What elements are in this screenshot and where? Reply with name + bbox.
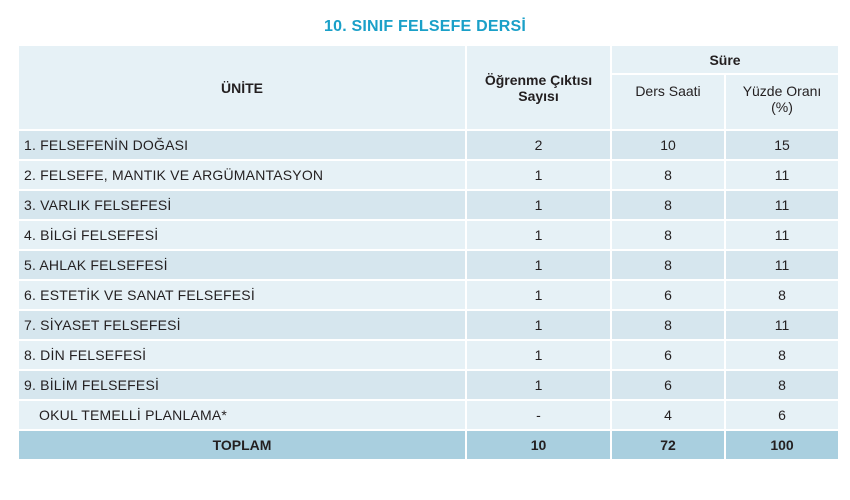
table-row: 5. AHLAK FELSEFESİ 1 8 11	[19, 251, 838, 279]
header-unite: ÜNİTE	[19, 46, 465, 129]
header-percentage: Yüzde Oranı (%)	[726, 75, 838, 129]
lesson-hours: 8	[612, 161, 724, 189]
table-row: 9. BİLİM FELSEFESİ 1 6 8	[19, 371, 838, 399]
outcome-count: -	[467, 401, 610, 429]
lesson-hours: 10	[612, 131, 724, 159]
unit-name: 5. AHLAK FELSEFESİ	[19, 251, 465, 279]
lesson-hours: 8	[612, 311, 724, 339]
unit-name: 1. FELSEFENİN DOĞASI	[19, 131, 465, 159]
percentage: 8	[726, 341, 838, 369]
header-percentage-line2: (%)	[771, 99, 793, 115]
outcome-count: 1	[467, 191, 610, 219]
outcome-count: 2	[467, 131, 610, 159]
unit-name: 2. FELSEFE, MANTIK VE ARGÜMANTASYON	[19, 161, 465, 189]
percentage: 11	[726, 161, 838, 189]
header-lesson-hours: Ders Saati	[612, 75, 724, 129]
percentage: 11	[726, 311, 838, 339]
percentage: 8	[726, 371, 838, 399]
curriculum-table: ÜNİTE Öğrenme Çıktısı Sayısı Süre Ders S…	[17, 44, 840, 461]
lesson-hours: 6	[612, 371, 724, 399]
percentage: 11	[726, 221, 838, 249]
lesson-hours: 8	[612, 221, 724, 249]
lesson-hours: 4	[612, 401, 724, 429]
unit-name: 4. BİLGİ FELSEFESİ	[19, 221, 465, 249]
table-row: 7. SİYASET FELSEFESİ 1 8 11	[19, 311, 838, 339]
lesson-hours: 6	[612, 281, 724, 309]
unit-name: 9. BİLİM FELSEFESİ	[19, 371, 465, 399]
table-row: 2. FELSEFE, MANTIK VE ARGÜMANTASYON 1 8 …	[19, 161, 838, 189]
total-outcome-count: 10	[467, 431, 610, 459]
total-lesson-hours: 72	[612, 431, 724, 459]
table-row: OKUL TEMELLİ PLANLAMA* - 4 6	[19, 401, 838, 429]
page-title: 10. SINIF FELSEFE DERSİ	[324, 18, 526, 35]
percentage: 11	[726, 251, 838, 279]
unit-name: 6. ESTETİK VE SANAT FELSEFESİ	[19, 281, 465, 309]
percentage: 8	[726, 281, 838, 309]
header-learning-outcomes: Öğrenme Çıktısı Sayısı	[467, 46, 610, 129]
header-duration: Süre	[612, 46, 838, 73]
table-row: 8. DİN FELSEFESİ 1 6 8	[19, 341, 838, 369]
table-row: 4. BİLGİ FELSEFESİ 1 8 11	[19, 221, 838, 249]
percentage: 6	[726, 401, 838, 429]
percentage: 11	[726, 191, 838, 219]
outcome-count: 1	[467, 281, 610, 309]
outcome-count: 1	[467, 341, 610, 369]
outcome-count: 1	[467, 161, 610, 189]
unit-name: 8. DİN FELSEFESİ	[19, 341, 465, 369]
table-row: 6. ESTETİK VE SANAT FELSEFESİ 1 6 8	[19, 281, 838, 309]
outcome-count: 1	[467, 371, 610, 399]
unit-name: 3. VARLIK FELSEFESİ	[19, 191, 465, 219]
lesson-hours: 8	[612, 191, 724, 219]
lesson-hours: 8	[612, 251, 724, 279]
header-learning-outcomes-line2: Sayısı	[518, 87, 559, 104]
header-percentage-line1: Yüzde Oranı	[742, 83, 822, 99]
total-percentage: 100	[726, 431, 838, 459]
lesson-hours: 6	[612, 341, 724, 369]
percentage: 15	[726, 131, 838, 159]
table-row: 3. VARLIK FELSEFESİ 1 8 11	[19, 191, 838, 219]
header-learning-outcomes-line1: Öğrenme Çıktısı	[484, 71, 593, 88]
table-row: 1. FELSEFENİN DOĞASI 2 10 15	[19, 131, 838, 159]
total-row: TOPLAM 10 72 100	[19, 431, 838, 459]
total-label: TOPLAM	[19, 431, 465, 459]
unit-name: OKUL TEMELLİ PLANLAMA*	[19, 401, 465, 429]
outcome-count: 1	[467, 311, 610, 339]
unit-name: 7. SİYASET FELSEFESİ	[19, 311, 465, 339]
outcome-count: 1	[467, 251, 610, 279]
outcome-count: 1	[467, 221, 610, 249]
